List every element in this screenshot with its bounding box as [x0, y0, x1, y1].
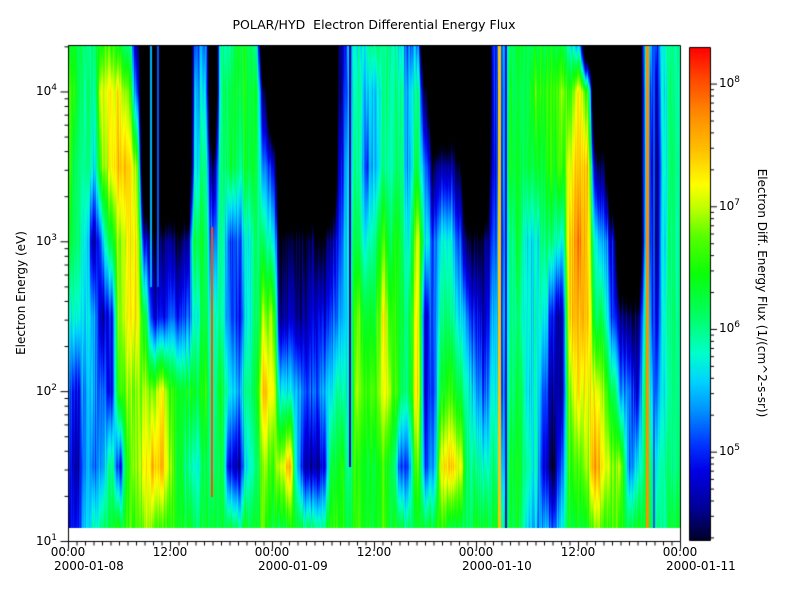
x-tick-time-label: 12:00 [356, 545, 392, 559]
x-tick-date-label: 2000-01-11 [666, 559, 736, 573]
y-tick-label: 101 [35, 532, 57, 548]
x-tick-time-label: 00:00 [254, 545, 290, 559]
x-tick-time-label: 00:00 [662, 545, 698, 559]
x-tick-time-label: 00:00 [50, 545, 86, 559]
colorbar-tick-label: 108 [719, 75, 741, 91]
y-tick-label: 103 [35, 232, 57, 248]
y-axis-label: Electron Energy (eV) [14, 231, 28, 355]
colorbar-tick-label: 105 [719, 443, 741, 459]
y-tick-label: 104 [35, 82, 57, 98]
x-tick-time-label: 12:00 [560, 545, 596, 559]
x-tick-date-label: 2000-01-09 [258, 559, 328, 573]
x-tick-date-label: 2000-01-08 [54, 559, 124, 573]
colorbar-tick-label: 107 [719, 197, 741, 213]
x-tick-time-label: 00:00 [458, 545, 494, 559]
plot-title: POLAR/HYD Electron Differential Energy F… [232, 17, 516, 32]
x-tick-date-label: 2000-01-10 [462, 559, 532, 573]
x-tick-time-label: 12:00 [152, 545, 188, 559]
colorbar-label: Electron Diff. Energy Flux (1/(cm^2-s-sr… [755, 168, 769, 418]
colorbar-tick-label: 106 [719, 320, 741, 336]
y-tick-label: 102 [35, 382, 57, 398]
